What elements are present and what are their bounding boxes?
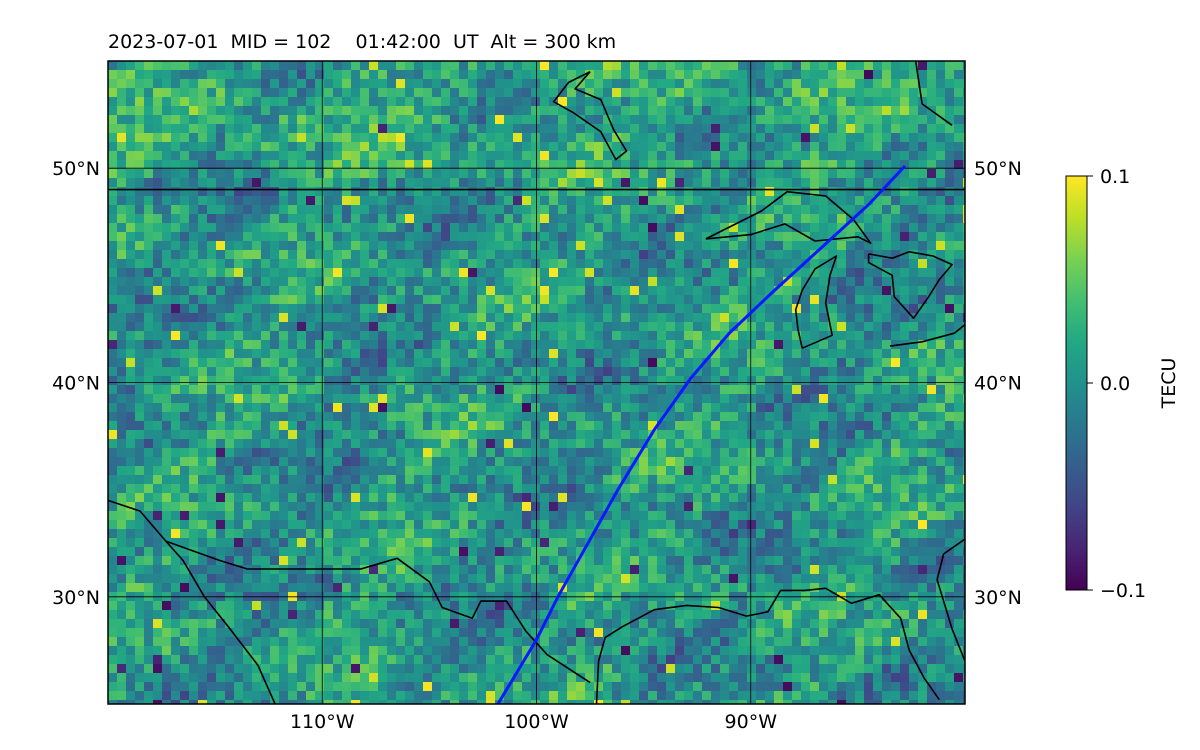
colorbar-tick-label: −0.1: [1100, 580, 1146, 602]
colorbar-label: TECU: [1158, 358, 1180, 410]
coastline: [595, 587, 940, 704]
colorbar-ticks: 0.1 0.0 −0.1: [1087, 166, 1146, 602]
lat-tick-label-right: 40°N: [974, 373, 1022, 395]
gridlines: [108, 61, 965, 704]
lat-tick-label-left: 50°N: [52, 158, 100, 180]
coastline: [794, 255, 838, 349]
lon-tick-label: 100°W: [504, 711, 569, 733]
lon-tick-label: 90°W: [725, 711, 778, 733]
satellite-track: [496, 164, 907, 704]
axis-ticks: 30°N 30°N 40°N 40°N 50°N 50°N 110°W 100°W 90°W: [52, 158, 1022, 733]
lat-tick-label-left: 40°N: [52, 373, 100, 395]
coastline: [705, 190, 872, 244]
lat-tick-label-left: 30°N: [52, 587, 100, 609]
colorbar-tick-label: 0.0: [1100, 373, 1130, 395]
coastline: [108, 499, 276, 704]
coastline: [936, 538, 965, 662]
lat-tick-label-right: 50°N: [974, 158, 1022, 180]
map-frame: [107, 60, 966, 705]
lat-tick-label-right: 30°N: [974, 587, 1022, 609]
coastline: [165, 540, 591, 684]
lon-tick-label: 110°W: [290, 711, 355, 733]
plot-title: 2023-07-01 MID = 102 01:42:00 UT Alt = 3…: [108, 31, 616, 53]
coastline: [552, 70, 628, 161]
colorbar-tick-label: 0.1: [1100, 166, 1130, 188]
tec-raster: [108, 61, 965, 704]
coastlines: [108, 61, 965, 704]
colorbar-gradient: [1065, 175, 1088, 591]
coastline: [889, 323, 965, 347]
map-panel: [107, 60, 966, 705]
colorbar: 0.1 0.0 −0.1 TECU: [1065, 166, 1180, 602]
coastline: [867, 251, 953, 320]
coastline: [914, 61, 953, 126]
